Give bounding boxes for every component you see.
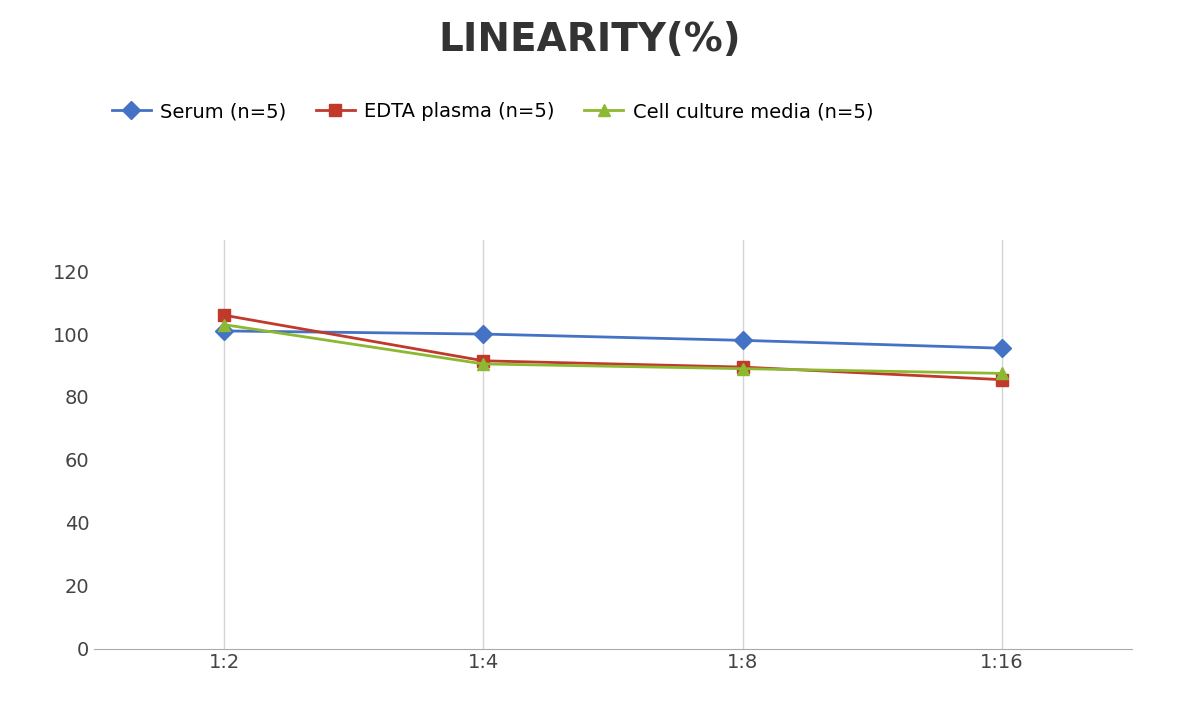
Cell culture media (n=5) xyxy=(736,364,750,373)
Text: LINEARITY(%): LINEARITY(%) xyxy=(439,21,740,59)
Cell culture media (n=5) xyxy=(217,320,231,329)
Cell culture media (n=5) xyxy=(995,369,1009,378)
Serum (n=5) xyxy=(217,326,231,335)
Serum (n=5) xyxy=(995,344,1009,352)
EDTA plasma (n=5) xyxy=(995,376,1009,384)
Line: Serum (n=5): Serum (n=5) xyxy=(218,325,1008,355)
EDTA plasma (n=5) xyxy=(476,357,490,365)
Cell culture media (n=5) xyxy=(476,360,490,368)
EDTA plasma (n=5) xyxy=(217,311,231,319)
Serum (n=5) xyxy=(476,330,490,338)
Line: EDTA plasma (n=5): EDTA plasma (n=5) xyxy=(218,309,1008,386)
Serum (n=5) xyxy=(736,336,750,345)
EDTA plasma (n=5) xyxy=(736,363,750,372)
Legend: Serum (n=5), EDTA plasma (n=5), Cell culture media (n=5): Serum (n=5), EDTA plasma (n=5), Cell cul… xyxy=(104,94,881,129)
Line: Cell culture media (n=5): Cell culture media (n=5) xyxy=(218,319,1008,379)
